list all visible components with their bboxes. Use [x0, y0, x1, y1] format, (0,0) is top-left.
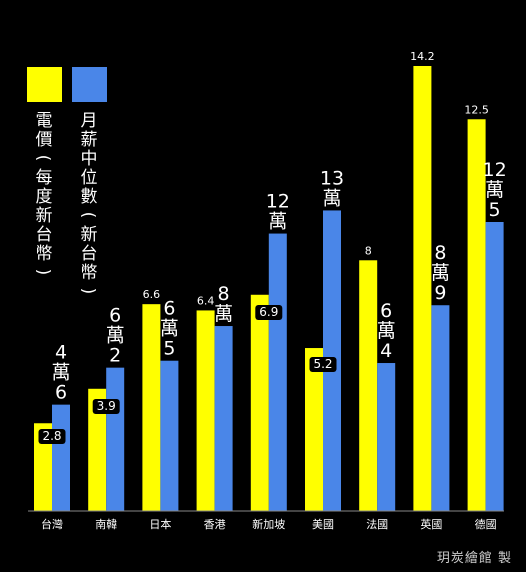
salary-label-7-1: 萬: [431, 262, 450, 284]
salary-label-6-0: 6: [380, 300, 392, 322]
salary-label-7-0: 8: [434, 242, 446, 264]
legend-swatch-salary: [72, 67, 107, 102]
x-tick-2: 日本: [149, 517, 171, 531]
legend-salary-char-0: 月: [81, 111, 98, 131]
price-label-bg-1: [92, 399, 120, 414]
legend-salary-char-1: 薪: [81, 130, 98, 150]
price-label-4: 6.9: [259, 305, 278, 319]
legend-salary-char-7: 台: [81, 244, 98, 264]
salary-label-6-2: 4: [380, 340, 392, 362]
bar-salary-2: [160, 360, 179, 511]
bars: [34, 66, 504, 511]
legend-salary-char-5: (: [78, 212, 98, 219]
legend-salary-char-8: 幣: [81, 263, 98, 283]
price-label-bg-4: [255, 305, 283, 320]
bar-salary-4: [268, 233, 287, 511]
legend-price-char-6: 台: [36, 225, 53, 245]
salary-label-2-1: 萬: [160, 318, 179, 340]
bar-price-2: [142, 304, 161, 511]
x-tick-4: 新加坡: [252, 517, 285, 531]
bar-salary-8: [485, 222, 504, 511]
x-tick-5: 美國: [312, 518, 334, 531]
salary-label-3-0: 8: [218, 283, 230, 305]
salary-label-2-2: 5: [163, 338, 175, 360]
price-label-3: 6.4: [197, 294, 215, 307]
bar-salary-1: [106, 367, 125, 511]
legend-price-char-2: (: [33, 155, 53, 162]
price-label-2: 6.6: [143, 288, 161, 301]
bar-salary-0: [52, 404, 70, 511]
x-tick-0: 台灣: [41, 517, 63, 531]
legend-price-char-1: 價: [36, 130, 53, 150]
legend-salary-char-4: 數: [81, 187, 98, 207]
legend-price-char-3: 每: [36, 168, 53, 188]
legend-swatch-price: [27, 67, 62, 102]
x-tick-8: 德國: [475, 517, 497, 531]
salary-label-8-0: 12: [483, 159, 507, 181]
bar-salary-3: [214, 326, 233, 511]
salary-label-1-2: 2: [109, 345, 121, 367]
salary-label-1-0: 6: [109, 305, 121, 327]
salary-label-2-0: 6: [163, 298, 175, 320]
x-tick-1: 南韓: [95, 518, 117, 531]
legend-salary-char-2: 中: [81, 149, 98, 169]
legend-salary-char-6: 新: [81, 225, 98, 245]
legend-salary-char-3: 位: [81, 168, 98, 188]
x-tick-labels: 台灣 南韓 日本 香港 新加坡 美國 法國 英國 德國: [41, 517, 497, 531]
price-label-8: 12.5: [464, 103, 489, 116]
salary-label-0-2: 6: [55, 382, 67, 404]
bar-salary-7: [431, 305, 450, 511]
salary-label-5-1: 萬: [322, 187, 341, 209]
price-label-0: 2.8: [42, 429, 61, 443]
salary-label-6-1: 萬: [377, 320, 396, 342]
salary-label-1-1: 萬: [106, 325, 125, 347]
salary-label-7-2: 9: [434, 282, 446, 304]
legend-price-char-8: ): [33, 269, 53, 276]
price-label-6: 8: [365, 244, 372, 257]
legend-price-char-5: 新: [36, 206, 53, 226]
bar-price-8: [467, 119, 486, 511]
bar-price-4: [250, 294, 269, 511]
price-label-bg-0: [38, 429, 66, 444]
bar-price-7: [413, 66, 432, 511]
salary-label-0-1: 萬: [51, 362, 70, 384]
bar-price-1: [88, 388, 107, 511]
salary-label-3-1: 萬: [214, 303, 233, 325]
salary-label-8-2: 5: [489, 199, 501, 221]
bar-price-3: [196, 310, 215, 511]
x-tick-3: 香港: [204, 518, 226, 531]
price-label-5: 5.2: [313, 357, 332, 371]
legend-price-char-7: 幣: [36, 244, 53, 264]
credit-text: 玥炭繪館 製: [436, 551, 512, 566]
salary-label-4-0: 12: [266, 191, 290, 213]
salary-label-4-1: 萬: [268, 211, 287, 233]
bar-salary-6: [377, 363, 396, 511]
legend-price-char-4: 度: [36, 187, 53, 207]
legend-salary-char-9: ): [78, 288, 98, 295]
price-label-bg-5: [309, 357, 337, 372]
legend-price-char-0: 電: [36, 111, 53, 131]
x-tick-6: 法國: [366, 517, 388, 531]
bar-price-5: [305, 348, 323, 511]
bar-price-6: [359, 260, 378, 511]
salary-label-8-1: 萬: [485, 179, 504, 201]
price-label-7: 14.2: [410, 50, 435, 63]
x-tick-7: 英國: [420, 517, 442, 531]
salary-label-5-0: 13: [320, 167, 344, 189]
salary-label-0-0: 4: [55, 342, 67, 364]
bar-price-0: [34, 423, 52, 511]
price-label-1: 3.9: [97, 399, 116, 413]
